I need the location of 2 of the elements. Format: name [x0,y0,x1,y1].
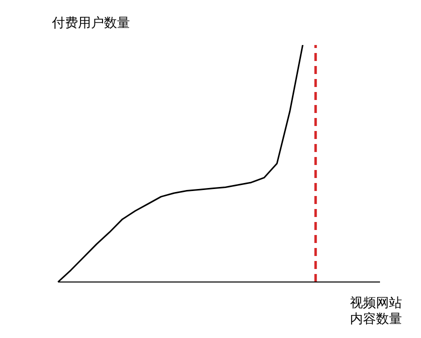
x-axis-title: 视频网站内容数量 [350,296,403,328]
y-axis-title: 付费用户数量 [52,15,130,32]
